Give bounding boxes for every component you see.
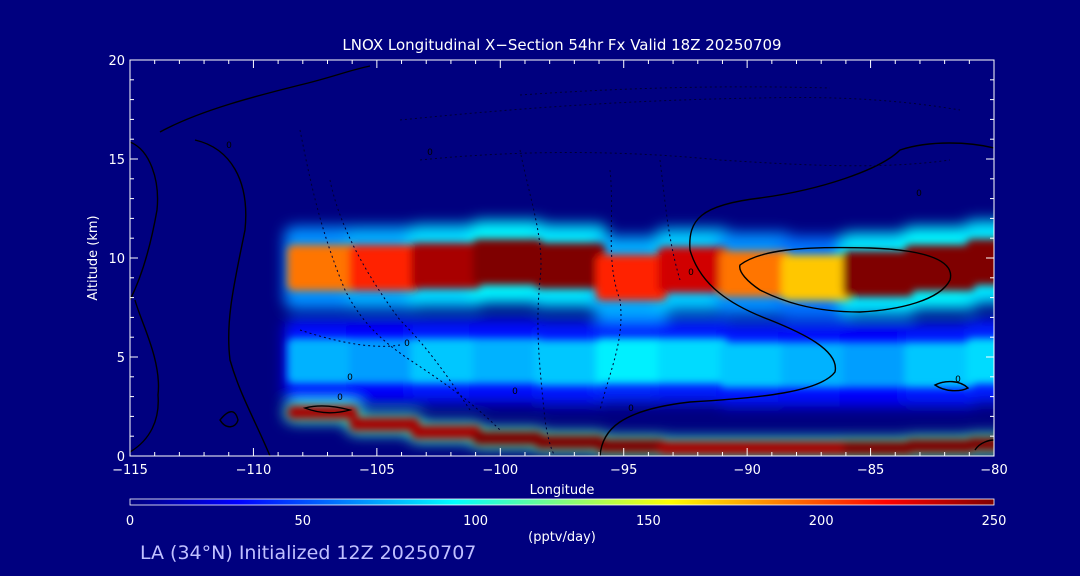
colorbar-frame	[129, 498, 995, 506]
upper-layer-cell	[657, 247, 729, 293]
contour-label: 0	[688, 268, 694, 278]
contour-dashed	[329, 179, 471, 411]
x-tick-label: −85	[857, 463, 884, 478]
y-axis: 0 5 10 15 20	[108, 54, 994, 465]
contour-solid	[130, 299, 160, 453]
upper-layer-cell	[904, 245, 976, 291]
x-tick-label: −115	[112, 463, 148, 478]
contour-solid	[219, 411, 239, 428]
upper-layer-cell	[719, 250, 791, 297]
colorbar-ramp	[130, 499, 994, 505]
surface-layer-cell	[595, 439, 667, 454]
init-caption: LA (34°N) Initialized 12Z 20250707	[140, 542, 477, 564]
colorbar-tick-label: 100	[463, 514, 488, 529]
upper-layer-cell	[595, 254, 667, 301]
y-tick-label: 5	[117, 351, 125, 366]
y-tick-label: 10	[108, 252, 125, 267]
mid-layer-cell	[966, 338, 994, 384]
contour-dashed	[659, 159, 681, 281]
x-tick-label: −110	[236, 463, 272, 478]
y-tick-label: 20	[108, 54, 125, 69]
contour-solid	[159, 65, 371, 133]
surface-layer-cell	[472, 431, 544, 446]
colorbar-label: (pptv/day)	[528, 530, 596, 545]
contour-dashed	[399, 97, 961, 121]
contour-label: 0	[916, 189, 922, 199]
upper-layer-cell	[534, 243, 606, 289]
contour-label: 0	[337, 393, 343, 403]
x-tick-label: −80	[980, 463, 1007, 478]
contour-label: 0	[427, 148, 433, 158]
mid-layer-cell	[349, 338, 421, 384]
contour-label: 0	[404, 339, 410, 349]
surface-layer-cell	[966, 437, 994, 452]
upper-layer-cell	[842, 250, 914, 297]
upper-layer-cell	[781, 254, 853, 301]
surface-layer-cell	[349, 417, 421, 432]
colorbar-tick-label: 50	[295, 514, 312, 529]
contour-label: 0	[628, 404, 634, 414]
upper-layer-cell	[472, 239, 544, 285]
colorbar-tick-label: 150	[636, 514, 661, 529]
surface-layer-cell	[781, 441, 853, 456]
mid-layer-cell	[534, 340, 606, 386]
contour-dashed	[519, 86, 831, 96]
colorbar-tick-label: 200	[809, 514, 834, 529]
y-tick-label: 0	[117, 450, 125, 465]
mid-layer-cell	[287, 338, 359, 384]
upper-layer-cell	[287, 245, 359, 291]
surface-layer-cell	[657, 441, 729, 456]
heatmap-field	[284, 220, 994, 456]
x-tick-label: −100	[482, 463, 518, 478]
mid-layer-cell	[595, 338, 667, 384]
x-tick-label: −95	[610, 463, 637, 478]
contour-dashed	[299, 329, 401, 347]
surface-layer-cell	[719, 441, 791, 456]
mid-layer-cell	[657, 338, 729, 384]
upper-layer-cell	[966, 239, 994, 285]
contour-label: 0	[512, 387, 518, 397]
contour-label: 0	[347, 373, 353, 383]
upper-layer-cell	[410, 243, 482, 289]
surface-layer-cell	[904, 439, 976, 454]
x-axis-label: Longitude	[530, 483, 595, 498]
surface-layer-cell	[842, 441, 914, 456]
contour-solid	[974, 439, 994, 451]
contour-label: 0	[955, 375, 961, 385]
upper-layer-cell	[349, 245, 421, 291]
contour-label: 0	[226, 141, 232, 151]
x-tick-label: −90	[733, 463, 760, 478]
colorbar-tick-label: 250	[982, 514, 1007, 529]
mid-layer-cell	[410, 338, 482, 384]
mid-layer-cell	[781, 342, 853, 388]
contour-solid	[599, 142, 994, 456]
contour-solid	[194, 139, 271, 456]
contour-solid	[302, 405, 353, 414]
contour-solid	[130, 141, 159, 301]
y-tick-label: 15	[108, 153, 125, 168]
colorbar: 0 50 100 150 200 250	[126, 498, 1007, 529]
contour-solid	[933, 380, 970, 392]
mid-layer-cell	[842, 342, 914, 388]
contour-dashed	[419, 152, 951, 167]
colorbar-tick-label: 0	[126, 514, 134, 529]
contour-solid	[739, 246, 952, 313]
mid-layer-cell	[904, 342, 976, 388]
x-axis: −115 −110 −105 −100 −95 −90 −85 −80	[112, 60, 1008, 478]
mid-layer-cell	[719, 342, 791, 388]
y-axis-label: Altitude (km)	[86, 215, 101, 300]
contour-dashed	[599, 169, 622, 411]
contour-dashed	[299, 129, 501, 431]
surface-layer-cell	[534, 435, 606, 450]
x-tick-label: −105	[359, 463, 395, 478]
chart-title: LNOX Longitudinal X−Section 54hr Fx Vali…	[342, 36, 781, 54]
mid-layer-cell	[472, 338, 544, 384]
surface-layer-cell	[410, 425, 482, 440]
